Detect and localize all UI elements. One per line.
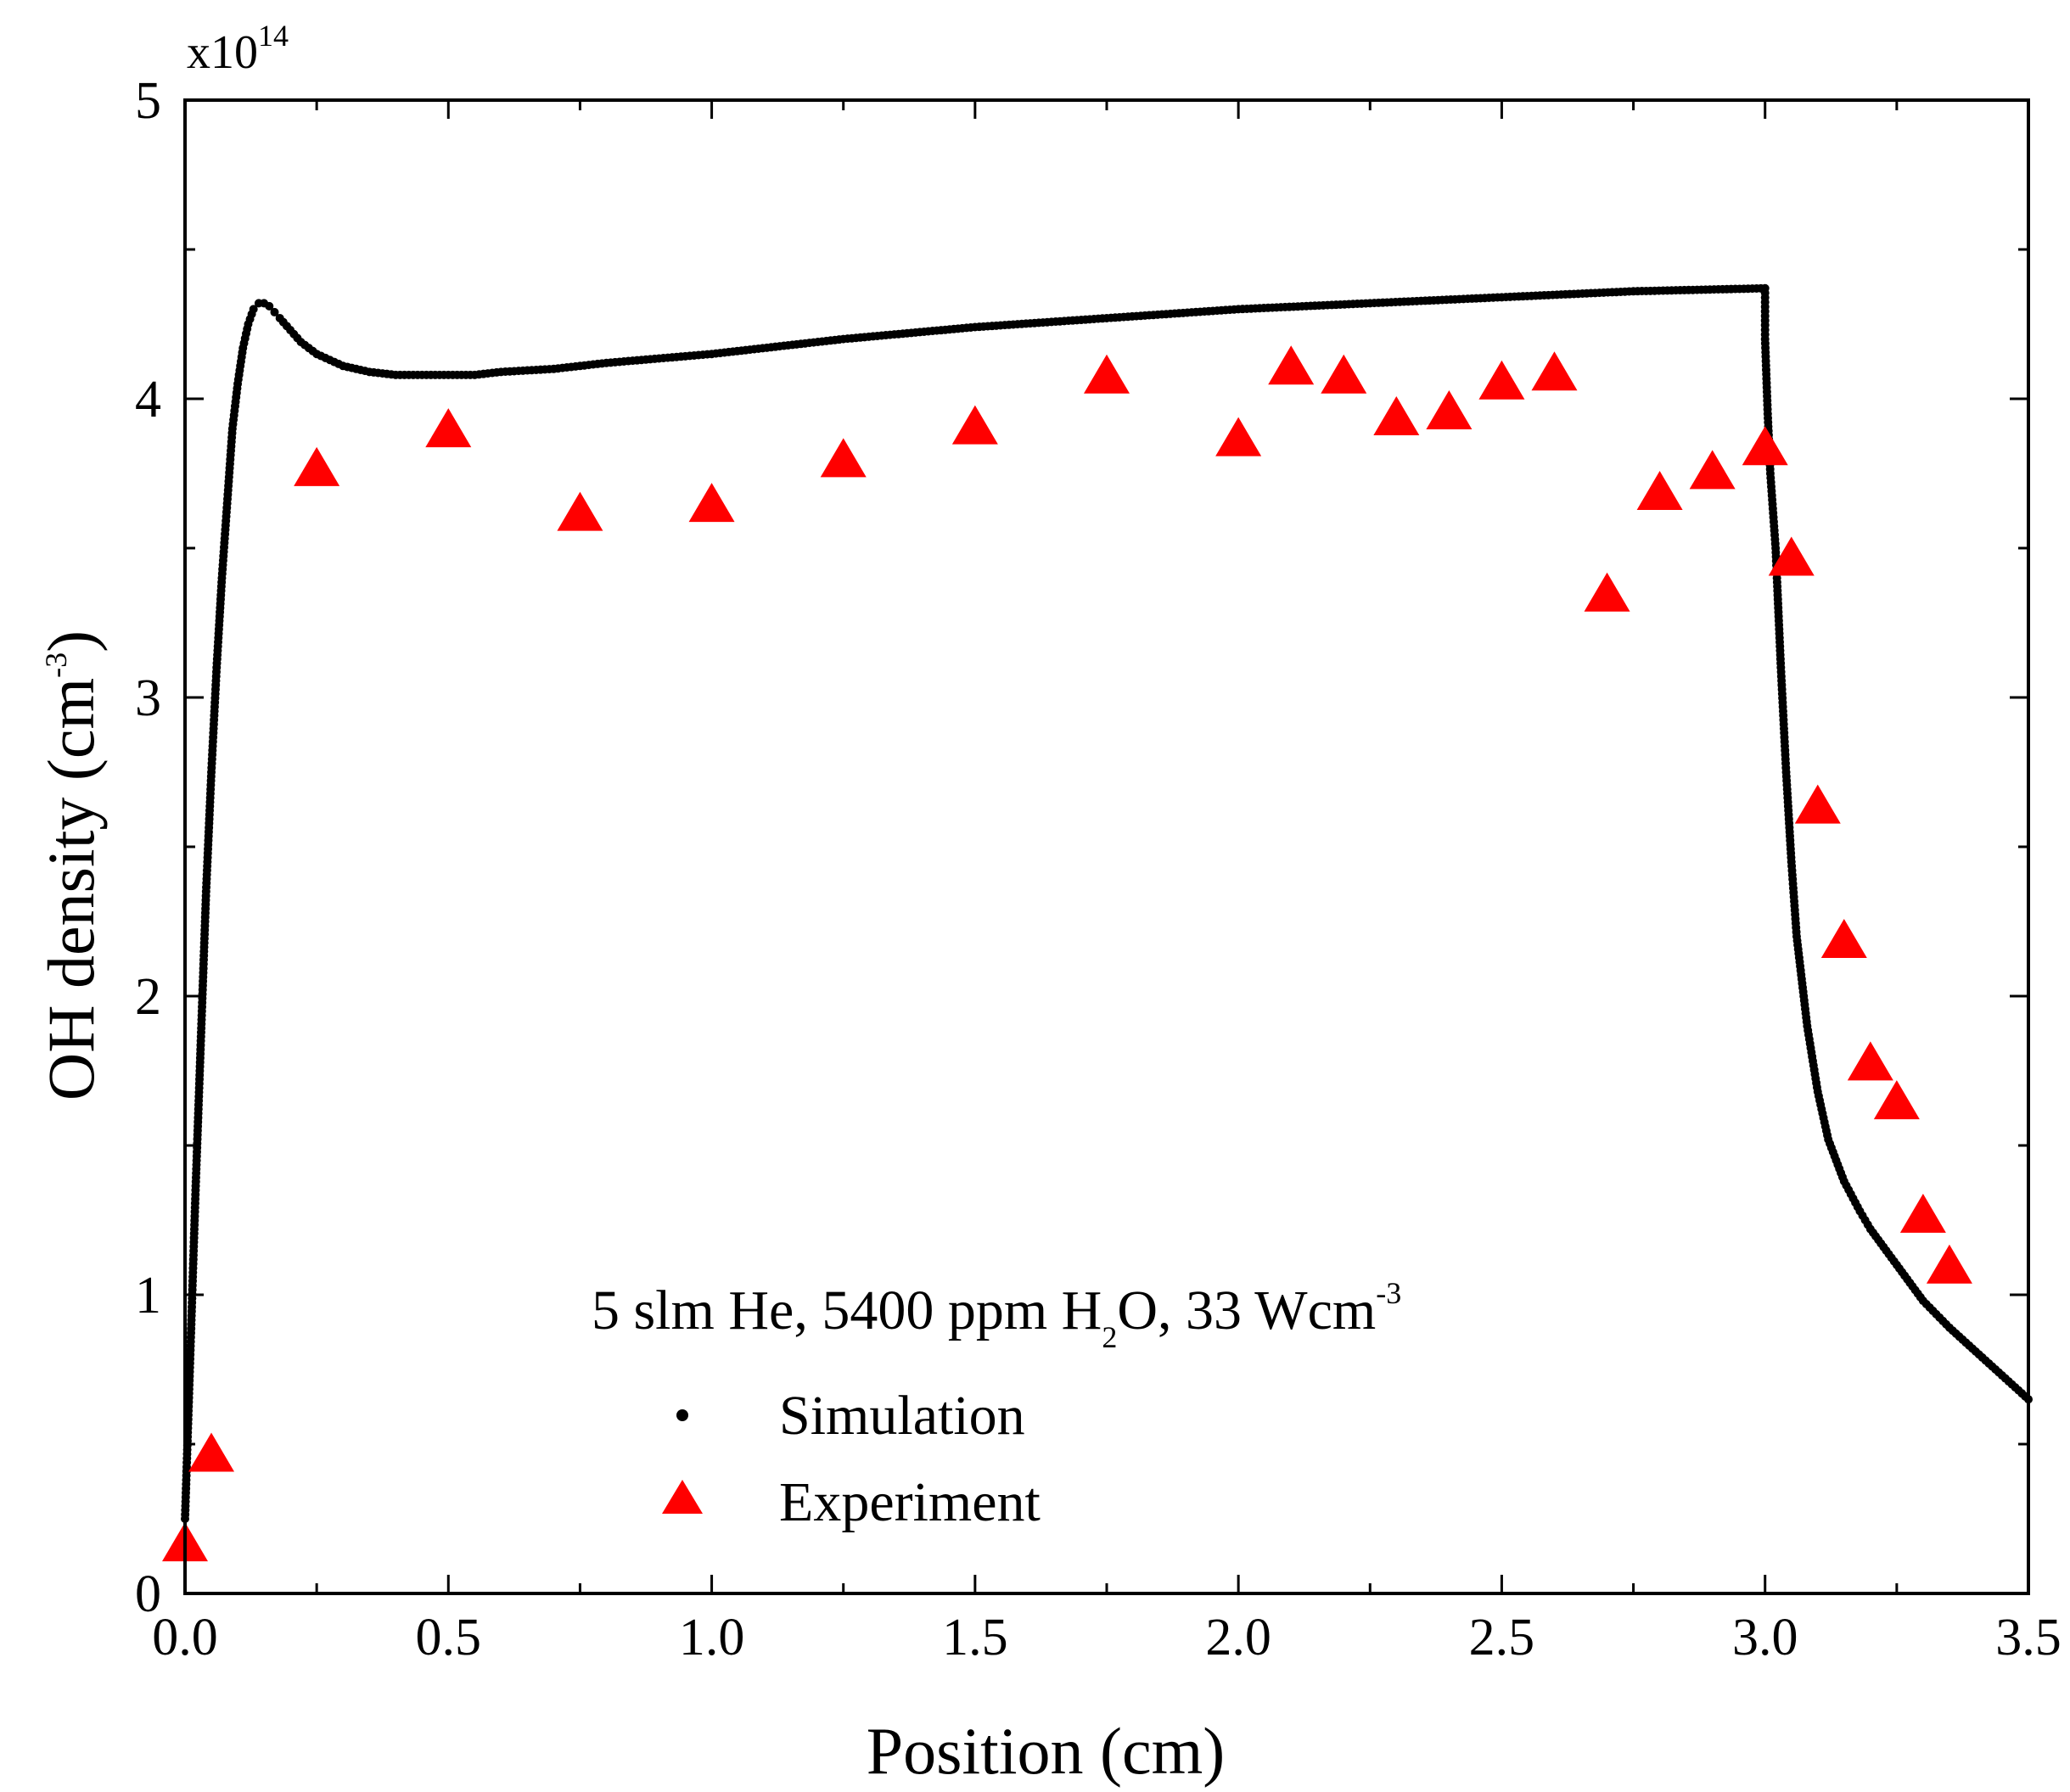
simulation-series	[181, 283, 2033, 1523]
x-tick-label: 0.0	[152, 1609, 218, 1666]
experiment-point	[1531, 351, 1578, 391]
y-tick-label: 3	[135, 669, 161, 727]
x-axis-title: Position (cm)	[867, 1714, 1226, 1788]
experiment-point	[820, 438, 867, 478]
experiment-point	[1794, 784, 1841, 824]
y-tick-label: 4	[135, 371, 161, 428]
x-tick-label: 2.5	[1469, 1609, 1535, 1666]
experiment-point	[294, 446, 340, 486]
legend-experiment-label: Experiment	[779, 1471, 1041, 1533]
x-tick-label: 2.0	[1205, 1609, 1271, 1666]
condition-annotation: 5 slm He, 5400 ppm H2O, 33 Wcm-3	[592, 1276, 1401, 1354]
experiment-point	[1321, 354, 1367, 394]
plot-frame	[183, 98, 2030, 1595]
x-tick-label: 3.0	[1732, 1609, 1798, 1666]
legend-experiment-marker	[662, 1480, 703, 1514]
experiment-point	[1373, 396, 1420, 436]
experiment-point	[1689, 450, 1736, 490]
legend-simulation-marker	[676, 1409, 688, 1421]
experiment-point	[951, 405, 998, 445]
simulation-point	[270, 307, 279, 316]
experiment-point	[188, 1432, 235, 1472]
experiment-point	[1584, 572, 1630, 612]
experiment-point	[1899, 1193, 1946, 1233]
x-tick-label: 1.5	[942, 1609, 1008, 1666]
experiment-point	[1768, 536, 1815, 576]
experiment-point	[1636, 471, 1683, 511]
experiment-series	[162, 345, 1972, 1562]
experiment-point	[1426, 390, 1473, 429]
y-axis-title: OH density (cm-3)	[34, 630, 108, 1100]
experiment-point	[1742, 426, 1788, 466]
experiment-point	[688, 483, 735, 523]
experiment-point	[557, 491, 603, 531]
x-tick-label: 1.0	[679, 1609, 745, 1666]
simulation-point	[265, 301, 274, 311]
y-tick-label: 2	[135, 968, 161, 1026]
tick-labels: 0.0 0.5 1.0 1.5 2.0 2.5 3.0 3.5 0 1 2 3 4 5	[135, 72, 2062, 1666]
axes	[183, 98, 2030, 1595]
y-multiplier: x1014	[187, 19, 289, 79]
experiment-point	[425, 408, 472, 448]
y-tick-label: 5	[135, 72, 161, 130]
y-tick-label: 0	[135, 1565, 161, 1623]
experiment-point	[1478, 360, 1525, 400]
experiment-point	[1084, 354, 1130, 394]
experiment-point	[1873, 1080, 1920, 1120]
legend-simulation-label: Simulation	[779, 1385, 1025, 1447]
x-tick-label: 3.5	[1995, 1609, 2062, 1666]
experiment-point	[1268, 345, 1315, 385]
experiment-point	[1820, 919, 1867, 959]
experiment-point	[1847, 1041, 1893, 1081]
experiment-point	[1926, 1244, 1972, 1284]
y-tick-label: 1	[135, 1267, 161, 1324]
x-tick-label: 0.5	[416, 1609, 482, 1666]
experiment-point	[1215, 417, 1262, 456]
simulation-point	[249, 305, 258, 314]
legend: Simulation Experiment	[662, 1385, 1041, 1533]
